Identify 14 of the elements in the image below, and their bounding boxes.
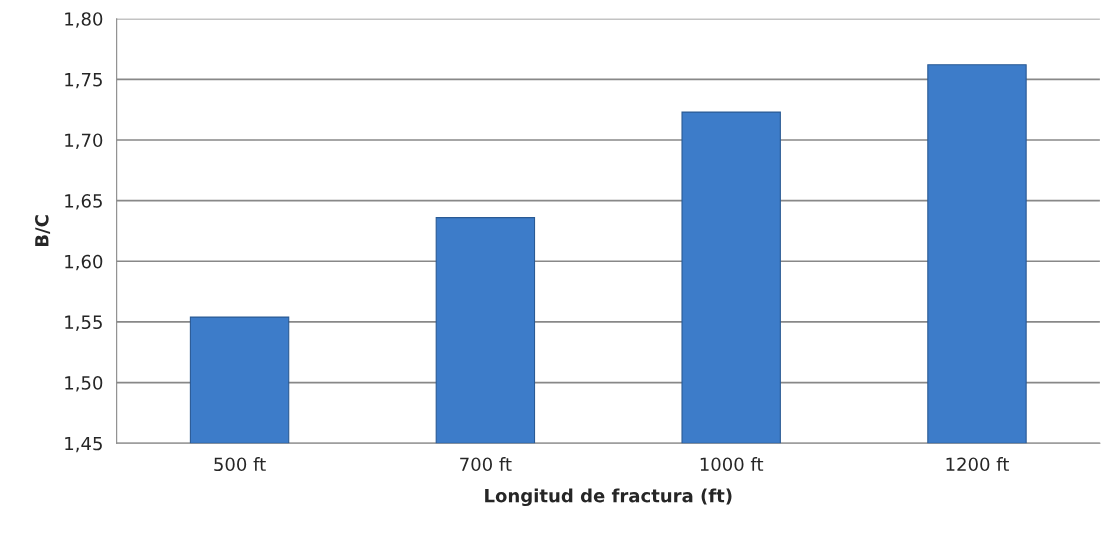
y-tick-label: 1,45 [65, 436, 102, 453]
x-tick-label: 1200 ft [946, 457, 1009, 472]
y-tick-label: 1,50 [65, 376, 103, 392]
x-tick-label: 1000 ft [700, 457, 764, 472]
x-axis-title: Longitud de fractura (ft) [485, 488, 732, 507]
y-tick-label: 1,55 [65, 315, 102, 331]
x-tick-label: 500 ft [214, 457, 266, 472]
y-tick-label: 1,70 [65, 133, 103, 149]
y-tick-label: 1,60 [65, 254, 103, 271]
y-tick-label: 1,65 [65, 194, 102, 210]
y-tick-label: 1,75 [65, 73, 102, 89]
y-axis-title: B/C [34, 215, 51, 247]
y-tick-label: 1,80 [65, 12, 103, 28]
x-tick-label: 700 ft [460, 457, 512, 472]
